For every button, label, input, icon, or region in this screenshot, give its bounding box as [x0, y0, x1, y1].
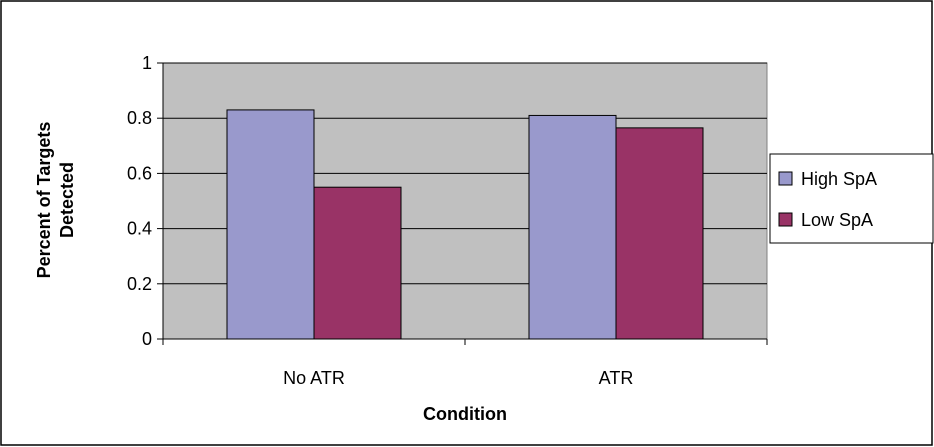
- bars: [226, 109, 704, 340]
- y-tick-label: 0.4: [127, 219, 152, 239]
- y-tick-label: 1: [142, 53, 152, 73]
- x-tick-label: No ATR: [283, 368, 345, 388]
- legend-label-low-spa: Low SpA: [801, 210, 873, 230]
- bar-high-spa-no-atr: [226, 109, 315, 340]
- axes: 0 0.2 0.4 0.6 0.8 1 No ATR ATR: [127, 53, 768, 388]
- bar-high-spa-atr: [528, 114, 617, 340]
- bar-low-spa-no-atr: [313, 186, 402, 340]
- y-tick-label: 0.8: [127, 108, 152, 128]
- y-axis-title-line1: Percent of Targets: [34, 122, 54, 279]
- legend-box: [769, 153, 934, 244]
- y-tick-label: 0.6: [127, 163, 152, 183]
- x-tick-label: ATR: [599, 368, 634, 388]
- legend-swatch-high-spa: [778, 171, 793, 186]
- legend-swatch-low-spa: [778, 212, 793, 227]
- legend: High SpA Low SpA: [769, 153, 934, 244]
- y-tick-label: 0: [142, 329, 152, 349]
- bar-low-spa-atr: [615, 127, 704, 340]
- y-axis-title-line2: Detected: [57, 162, 77, 238]
- legend-label-high-spa: High SpA: [801, 169, 877, 189]
- x-axis-title: Condition: [423, 404, 507, 424]
- y-tick-label: 0.2: [127, 274, 152, 294]
